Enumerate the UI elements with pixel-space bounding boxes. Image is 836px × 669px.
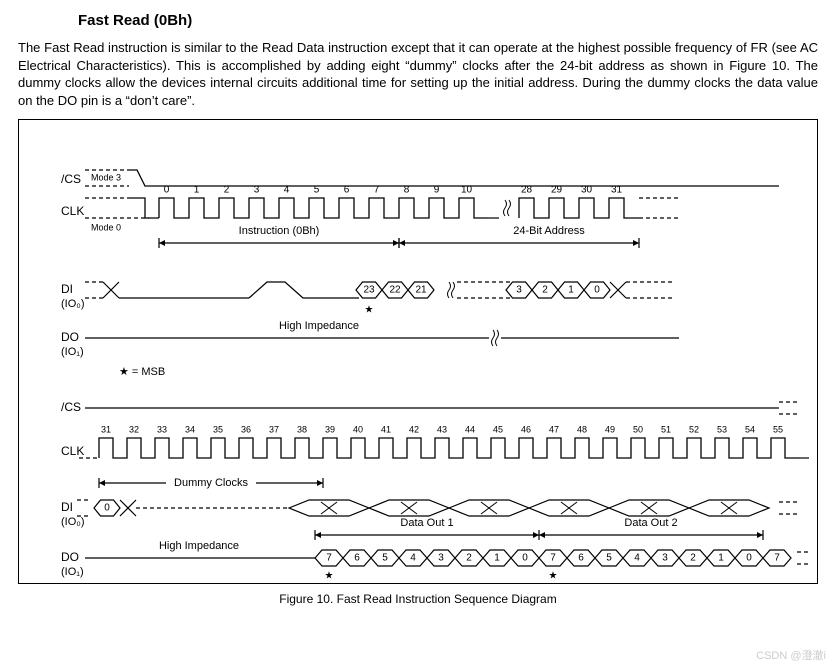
svg-text:(IO₁): (IO₁) [61,566,84,578]
svg-text:50: 50 [633,425,643,435]
svg-text:4: 4 [284,185,290,196]
svg-text:1: 1 [718,553,724,564]
svg-text:35: 35 [213,425,223,435]
svg-text:High Impedance: High Impedance [159,540,239,552]
svg-text:51: 51 [661,425,671,435]
svg-text:47: 47 [549,425,559,435]
description-paragraph: The Fast Read instruction is similar to … [18,39,818,109]
watermark-text: CSDN @澄澈i [756,647,826,663]
svg-text:7: 7 [374,185,380,196]
svg-text:48: 48 [577,425,587,435]
svg-text:43: 43 [437,425,447,435]
svg-text:5: 5 [606,553,612,564]
svg-text:54: 54 [745,425,755,435]
svg-text:3: 3 [254,185,260,196]
svg-text:(IO₀): (IO₀) [61,516,85,528]
svg-text:32: 32 [129,425,139,435]
svg-text:30: 30 [581,185,593,196]
svg-text:Dummy Clocks: Dummy Clocks [174,477,248,489]
svg-text:31: 31 [611,185,623,196]
svg-text:0: 0 [522,553,528,564]
svg-text:7: 7 [550,553,556,564]
svg-text:31: 31 [101,425,111,435]
svg-text:45: 45 [493,425,503,435]
svg-text:42: 42 [409,425,419,435]
svg-text:39: 39 [325,425,335,435]
svg-text:2: 2 [224,185,230,196]
svg-text:6: 6 [354,553,360,564]
svg-text:DO: DO [61,550,79,564]
svg-text:1: 1 [568,285,574,296]
svg-text:High Impedance: High Impedance [279,320,359,332]
svg-text:0: 0 [104,503,110,514]
svg-text:CLK: CLK [61,444,84,458]
svg-text:1: 1 [194,185,200,196]
svg-text:23: 23 [363,285,375,296]
svg-text:1: 1 [494,553,500,564]
svg-text:★ = MSB: ★ = MSB [119,366,165,378]
svg-text:40: 40 [353,425,363,435]
svg-text:3: 3 [438,553,444,564]
svg-text:34: 34 [185,425,195,435]
svg-text:(IO₀): (IO₀) [61,298,85,310]
svg-text:5: 5 [382,553,388,564]
svg-text:0: 0 [594,285,600,296]
svg-text:53: 53 [717,425,727,435]
svg-text:7: 7 [326,553,332,564]
svg-text:55: 55 [773,425,783,435]
timing-diagram-svg: /CSCLKDI(IO₀)DO(IO₁)Mode 3Mode 001234567… [19,120,809,580]
svg-text:2: 2 [466,553,472,564]
svg-text:33: 33 [157,425,167,435]
svg-text:9: 9 [434,185,440,196]
svg-text:3: 3 [516,285,522,296]
svg-text:41: 41 [381,425,391,435]
svg-text:38: 38 [297,425,307,435]
svg-text:37: 37 [269,425,279,435]
svg-text:Data Out 1: Data Out 1 [400,517,453,529]
svg-text:0: 0 [746,553,752,564]
svg-text:24-Bit Address: 24-Bit Address [513,225,585,237]
svg-text:6: 6 [344,185,350,196]
svg-text:46: 46 [521,425,531,435]
svg-text:/CS: /CS [61,400,81,414]
svg-text:DI: DI [61,500,73,514]
timing-diagram-box: /CSCLKDI(IO₀)DO(IO₁)Mode 3Mode 001234567… [18,119,818,584]
svg-text:49: 49 [605,425,615,435]
svg-text:4: 4 [634,553,640,564]
svg-text:★: ★ [365,305,374,316]
svg-text:5: 5 [314,185,320,196]
svg-text:29: 29 [551,185,563,196]
figure-caption: Figure 10. Fast Read Instruction Sequenc… [18,592,818,606]
svg-text:10: 10 [461,185,473,196]
svg-text:4: 4 [410,553,416,564]
svg-text:28: 28 [521,185,533,196]
svg-text:CLK: CLK [61,204,84,218]
svg-text:DI: DI [61,282,73,296]
svg-text:36: 36 [241,425,251,435]
svg-text:0: 0 [164,185,170,196]
svg-text:Instruction (0Bh): Instruction (0Bh) [239,225,320,237]
svg-text:/CS: /CS [61,172,81,186]
svg-text:Data Out 2: Data Out 2 [624,517,677,529]
svg-text:DO: DO [61,330,79,344]
svg-text:52: 52 [689,425,699,435]
svg-text:2: 2 [542,285,548,296]
svg-text:21: 21 [415,285,427,296]
svg-text:8: 8 [404,185,410,196]
svg-text:★: ★ [325,571,334,580]
svg-text:(IO₁): (IO₁) [61,346,84,358]
svg-text:★: ★ [549,571,558,580]
svg-text:2: 2 [690,553,696,564]
svg-text:22: 22 [389,285,401,296]
section-title: Fast Read (0Bh) [78,12,818,29]
svg-text:Mode 3: Mode 3 [91,173,121,183]
svg-text:7: 7 [774,553,780,564]
svg-text:3: 3 [662,553,668,564]
svg-text:6: 6 [578,553,584,564]
svg-text:44: 44 [465,425,475,435]
svg-text:Mode 0: Mode 0 [91,223,121,233]
